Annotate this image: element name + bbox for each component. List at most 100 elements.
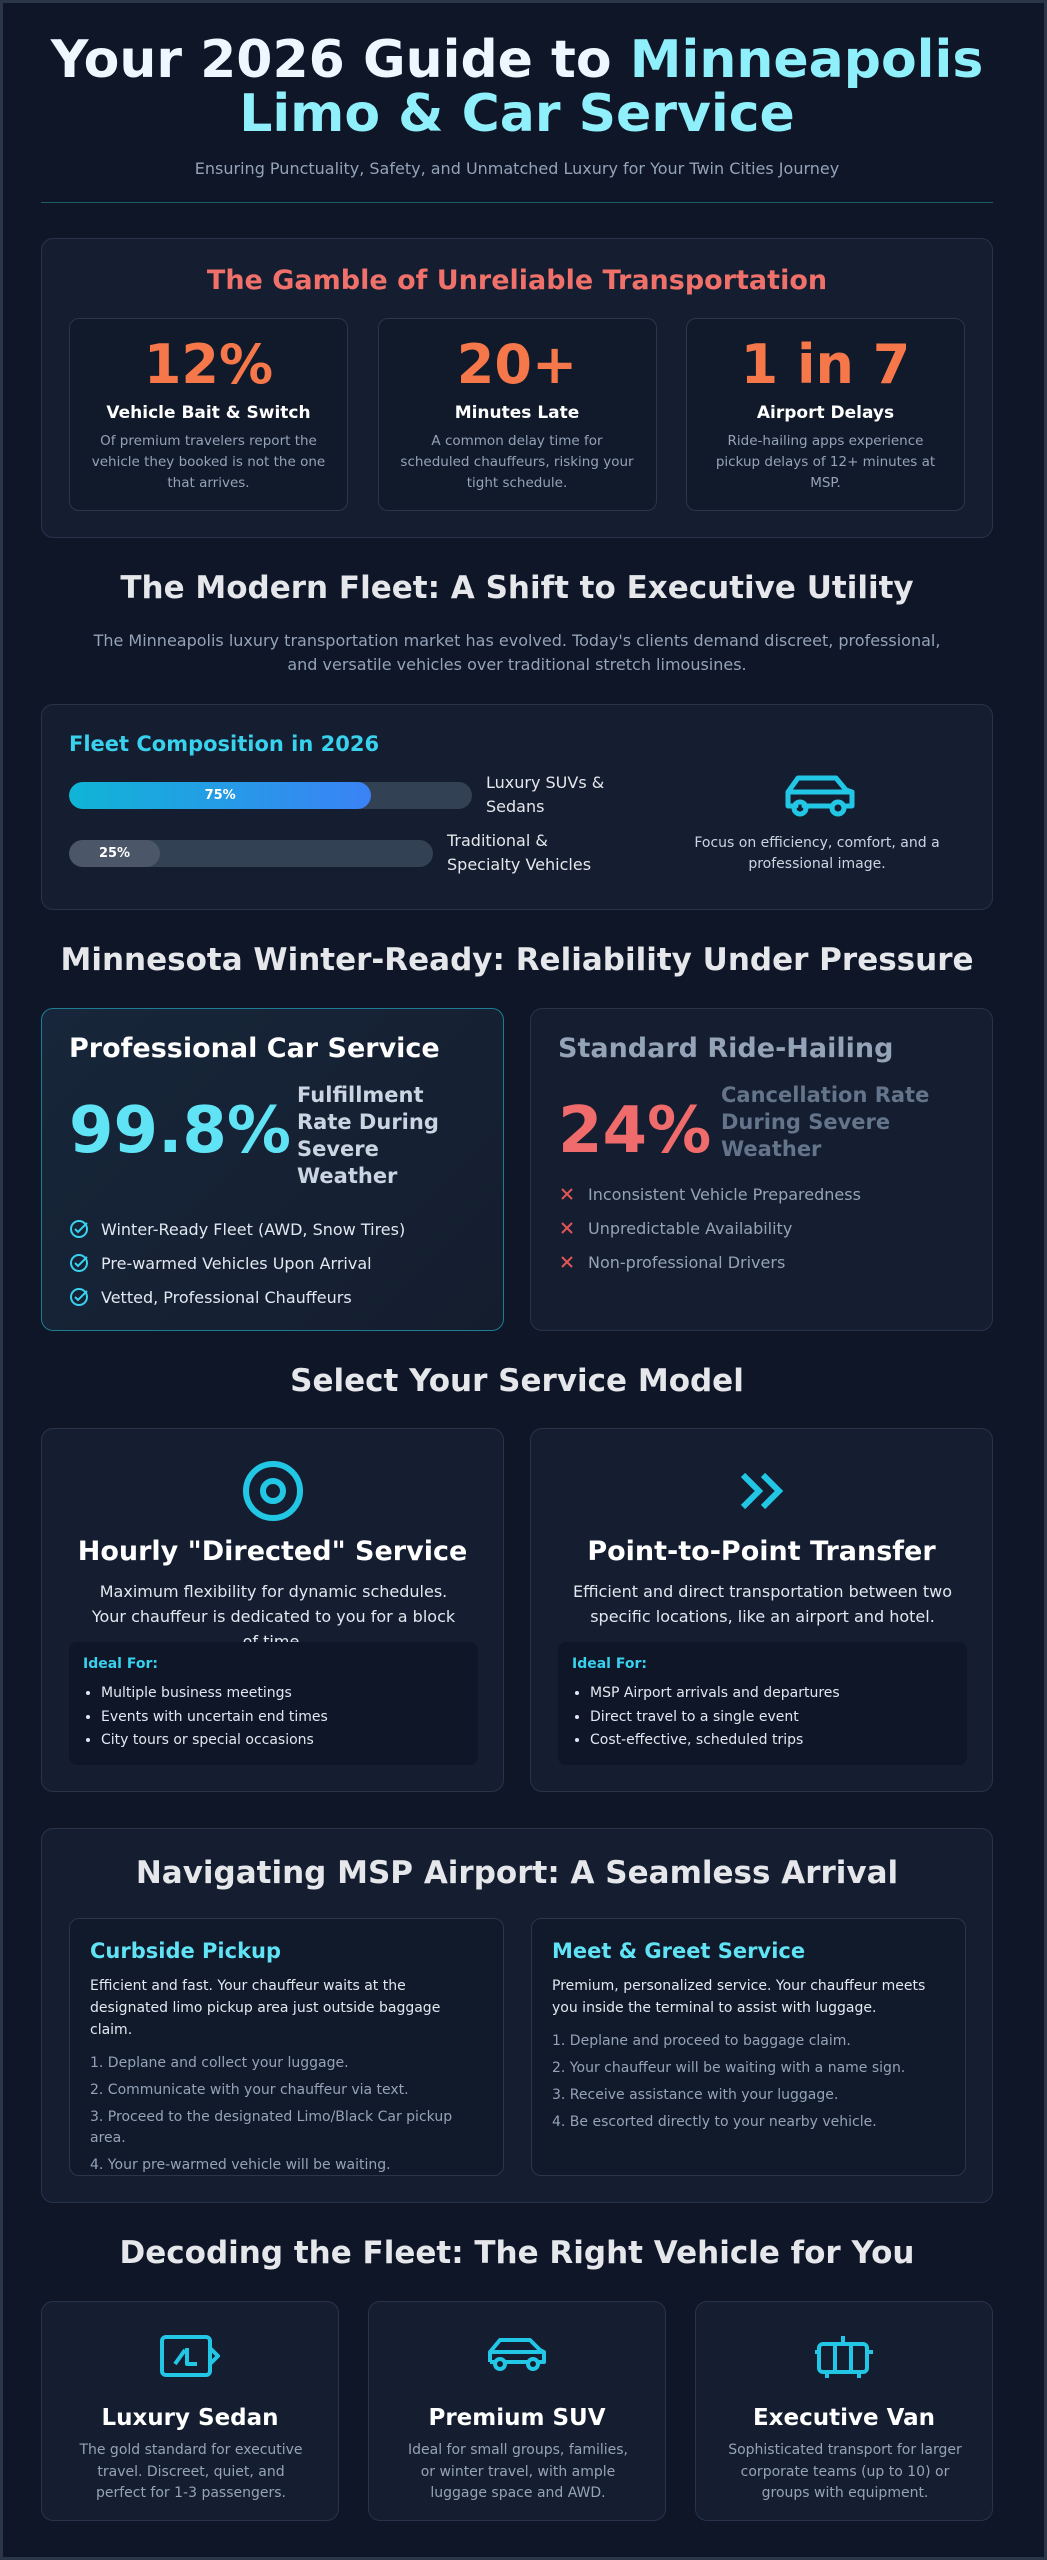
ideal-item: Events with uncertain end times	[101, 1706, 464, 1730]
path	[74, 1222, 88, 1234]
metric: Cancellation Rate During Severe Weather	[721, 1083, 930, 1161]
point: Non-professional Drivers	[558, 1245, 861, 1279]
stat-label: Minutes Late	[454, 403, 580, 423]
step: 1. Deplane and proceed to baggage claim.	[552, 2033, 851, 2049]
ideal-box: Ideal For: Multiple business meetingsEven…	[69, 1642, 478, 1765]
svg	[561, 1256, 573, 1268]
svg	[70, 1288, 88, 1306]
vehicle-icon	[813, 2334, 875, 2384]
subtitle: Ensuring Punctuality, Safety, and Unmatc…	[194, 159, 840, 178]
path	[561, 1222, 573, 1234]
ideal-box: Ideal For: MSP Airport arrivals and depar…	[558, 1642, 967, 1765]
vehicle-text: The gold standard for executive travel. …	[79, 2442, 303, 2501]
heading: Minnesota Winter-Ready: Reliability Unde…	[60, 942, 974, 978]
vehicle-icon	[486, 2334, 548, 2378]
step: 1. Deplane and collect your luggage.	[90, 2055, 349, 2071]
circle	[829, 799, 847, 817]
note: Focus on efficiency, comfort, and a prof…	[694, 835, 940, 872]
path	[740, 1472, 783, 1510]
path	[815, 2336, 873, 2378]
heading: Select Your Service Model	[290, 1363, 744, 1399]
ideal-list: MSP Airport arrivals and departuresDirec…	[572, 1682, 953, 1753]
option-title: Curbside Pickup	[90, 1939, 282, 1963]
vehicle-name: Luxury Sedan	[101, 2405, 279, 2431]
option-text: Efficient and fast. Your chauffeur waits…	[90, 1978, 441, 2038]
step: 4. Your pre-warmed vehicle will be waiti…	[90, 2157, 391, 2173]
step: 4. Be escorted directly to your nearby v…	[552, 2114, 877, 2130]
point-text: Inconsistent Vehicle Preparedness	[588, 1184, 861, 1204]
model-icon	[241, 1459, 305, 1527]
svg	[561, 1188, 573, 1200]
stat-label: Airport Delays	[756, 403, 895, 423]
circle	[791, 799, 809, 817]
circle	[70, 1288, 88, 1306]
ideal-item: Direct travel to a single event	[590, 1706, 953, 1730]
title: Your 2026 Guide to Minneapolis Limo & Ca…	[43, 33, 991, 141]
ideal-heading: Ideal For:	[83, 1656, 158, 1672]
rect	[817, 2342, 869, 2374]
svg	[561, 1222, 573, 1234]
option-text: Premium, personalized service. Your chau…	[552, 1978, 926, 2016]
point: Inconsistent Vehicle Preparedness	[558, 1177, 861, 1211]
stat-text: A common delay time for scheduled chauff…	[400, 433, 634, 491]
stat-figure: 12%	[143, 333, 274, 396]
airport-card: Curbside Pickup Efficient and fast. Your …	[69, 1918, 504, 2176]
circle	[70, 1254, 88, 1272]
vehicle-card: Executive Van Sophisticated transport for…	[695, 2301, 993, 2521]
stat-figure: 20+	[456, 333, 578, 396]
pro-card: Professional Car Service 99.8% Fulfillme…	[41, 1008, 504, 1331]
car-icon	[785, 775, 855, 817]
svg	[815, 2336, 873, 2378]
ideal-item: City tours or special occasions	[101, 1729, 464, 1753]
ideal-list: Multiple business meetingsEvents with un…	[83, 1682, 464, 1753]
ideal-heading: Ideal For:	[572, 1656, 647, 1672]
ride-card: Standard Ride-Hailing 24% Cancellation R…	[530, 1008, 993, 1331]
stat-text: Ride-hailing apps experience pickup dela…	[715, 433, 936, 491]
bar: 25%	[69, 839, 160, 867]
svg	[242, 1461, 303, 1521]
step: 2. Communicate with your chauffeur via t…	[90, 2082, 409, 2098]
model-text: Efficient and direct transportation betw…	[572, 1582, 953, 1626]
divider	[41, 202, 993, 203]
airport-card: Meet & Greet Service Premium, personalize…	[531, 1918, 966, 2176]
vehicle-text: Ideal for small groups, families, or win…	[407, 2442, 628, 2501]
stat-figure: 1 in 7	[740, 333, 911, 396]
vehicle-name: Executive Van	[752, 2405, 936, 2431]
figure: 24%	[558, 1094, 712, 1168]
step: 2. Your chauffeur will be waiting with a…	[552, 2060, 906, 2076]
stat-card: 20+ Minutes Late A common delay time for s…	[377, 318, 657, 511]
model-card: Point-to-Point Transfer Efficient and dir…	[530, 1428, 993, 1792]
ideal-item: Multiple business meetings	[101, 1682, 464, 1706]
point-text: Winter-Ready Fleet (AWD, Snow Tires)	[101, 1219, 406, 1239]
circle	[70, 1220, 88, 1238]
figure: 99.8%	[69, 1094, 292, 1168]
circle	[526, 2357, 540, 2371]
pts: Winter-Ready Fleet (AWD, Snow Tires) Pre-…	[69, 1212, 405, 1314]
point-text: Unpredictable Availability	[588, 1218, 793, 1238]
point-text: Pre-warmed Vehicles Upon Arrival	[101, 1253, 372, 1273]
stat-label: Vehicle Bait & Switch	[106, 403, 311, 423]
stat-card: 12% Vehicle Bait & Switch Of premium trave…	[69, 318, 348, 511]
heading: Decoding the Fleet: The Right Vehicle fo…	[119, 2235, 915, 2271]
path	[173, 2346, 220, 2366]
fleet-row: 75% Luxury SUVs & Sedans	[69, 771, 621, 819]
heading: The Modern Fleet: A Shift to Executive U…	[120, 570, 914, 606]
step: 3. Proceed to the designated Limo/Black …	[90, 2109, 453, 2146]
option-title: Meet & Greet Service	[552, 1939, 806, 1963]
circle	[259, 1478, 286, 1504]
model-title: Hourly "Directed" Service	[77, 1536, 468, 1567]
title: Standard Ride-Hailing	[558, 1033, 894, 1064]
point: Winter-Ready Fleet (AWD, Snow Tires)	[69, 1212, 405, 1246]
rect	[160, 2335, 212, 2377]
path	[74, 1256, 88, 1268]
stat-text: Of premium travelers report the vehicle …	[91, 433, 326, 491]
steps: 1. Deplane and proceed to baggage claim.…	[552, 2031, 945, 2133]
gamble-section: The Gamble of Unreliable Transportation …	[41, 238, 993, 538]
svg	[488, 2338, 546, 2371]
fleet-row: 25% Traditional & Specialty Vehicles	[69, 829, 622, 877]
bar-label: Traditional & Specialty Vehicles	[447, 831, 592, 874]
point: Unpredictable Availability	[558, 1211, 861, 1245]
ideal-item: MSP Airport arrivals and departures	[590, 1682, 953, 1706]
pts: Inconsistent Vehicle Preparedness Unpredi…	[558, 1177, 861, 1279]
point: Vetted, Professional Chauffeurs	[69, 1280, 405, 1314]
